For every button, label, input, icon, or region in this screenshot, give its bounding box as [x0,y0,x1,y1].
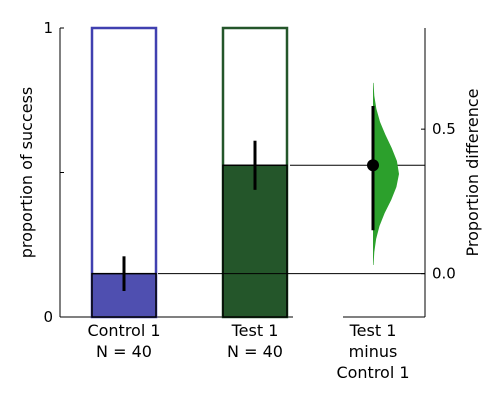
mean-difference-point [367,159,379,172]
left-y-tick-label: 0 [43,308,53,326]
difference-distribution [373,82,399,265]
right-y-tick-label: 0.0 [432,265,456,283]
right-y-axis-label: Proportion difference [463,89,482,257]
left-y-tick-label: 1 [43,19,53,37]
right-x-tick-label: minus [349,342,398,361]
right-x-tick-label: Control 1 [336,363,409,382]
x-tick-label: Test 1 [231,321,279,340]
x-tick-label: Control 1 [87,321,160,340]
right-y-tick-label: 0.5 [432,120,456,138]
bar [222,164,288,318]
x-tick-n-label: N = 40 [96,342,152,361]
x-tick-n-label: N = 40 [227,342,283,361]
right-x-tick-label: Test 1 [349,321,397,340]
left-y-axis-label: proportion of success [17,87,36,259]
